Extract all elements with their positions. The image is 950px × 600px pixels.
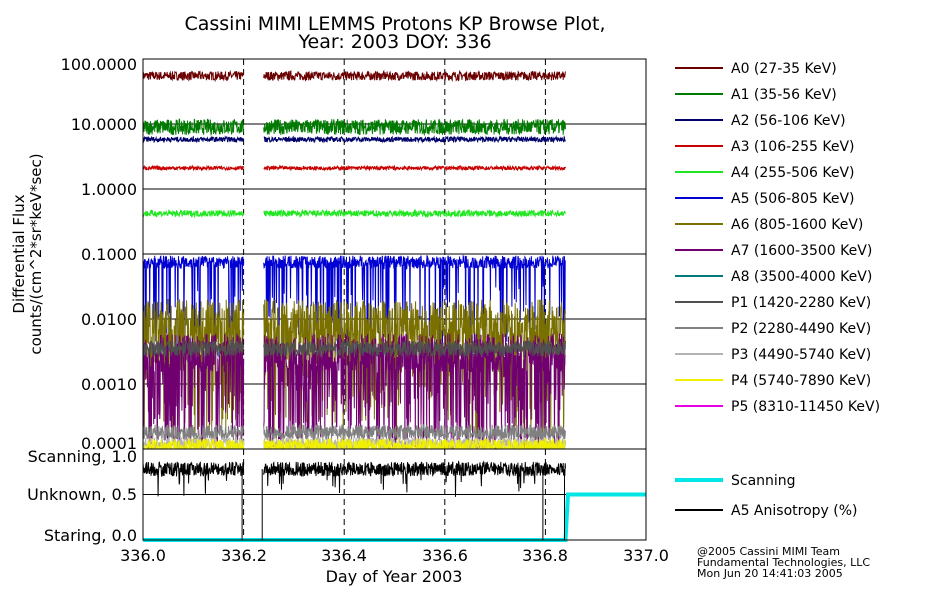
status-panel: Scanning, 1.0 Unknown, 0.5 Staring, 0.0	[27, 447, 647, 545]
legend-label: A7 (1600-3500 KeV)	[731, 243, 872, 259]
flux-y-tick-label: 1.0000	[81, 180, 137, 199]
flux-y-axis-label-line1: Differential Flux	[10, 194, 28, 313]
flux-lines	[142, 69, 566, 451]
flux-y-tick-label: 0.0010	[81, 375, 137, 394]
status-y-tick-label: Scanning, 1.0	[28, 447, 137, 466]
legend: A0 (27-35 KeV) A1 (35-56 KeV) A2 (56-106 K…	[675, 61, 880, 519]
legend-label: P3 (4490-5740 KeV)	[731, 347, 871, 363]
flux-y-tick-label: 10.0000	[71, 115, 137, 134]
x-tick-label: 336.2	[221, 546, 267, 565]
anisotropy-line	[142, 460, 566, 497]
status-y-tick-labels: Scanning, 1.0 Unknown, 0.5 Staring, 0.0	[27, 447, 137, 545]
legend-label: A6 (805-1600 KeV)	[731, 217, 863, 233]
flux-y-tick-label: 0.0100	[81, 310, 137, 329]
flux-y-tick-labels: 100.0000 10.0000 1.0000 0.1000 0.0100 0.…	[61, 55, 137, 453]
chart-title: Cassini MIMI LEMMS Protons KP Browse Plo…	[184, 13, 605, 35]
legend-label: A4 (255-506 KeV)	[731, 165, 854, 181]
x-tick-label: 336.4	[321, 546, 367, 565]
legend-label: P5 (8310-11450 KeV)	[731, 399, 880, 415]
flux-series-line	[142, 423, 566, 441]
legend-label: P1 (1420-2280 KeV)	[731, 295, 871, 311]
x-tick-label: 336.8	[522, 546, 568, 565]
flux-series-line	[142, 69, 566, 83]
flux-series-line	[142, 118, 566, 137]
status-lines	[142, 460, 646, 542]
flux-y-axis-label-line2: counts/(cm^2*sr*keV*sec)	[27, 153, 45, 354]
flux-y-tick-label: 0.1000	[81, 245, 137, 264]
flux-series-line	[142, 134, 566, 144]
legend-label: A5 Anisotropy (%)	[731, 503, 858, 519]
legend-label: A2 (56-106 KeV)	[731, 113, 846, 129]
status-y-tick-label: Staring, 0.0	[44, 526, 137, 545]
x-tick-labels: 336.0 336.2 336.4 336.6 336.8 337.0	[120, 546, 669, 565]
scanning-status-line	[143, 492, 646, 542]
legend-label: A8 (3500-4000 KeV)	[731, 269, 872, 285]
legend-label: A1 (35-56 KeV)	[731, 87, 837, 103]
flux-series-line	[142, 208, 566, 219]
legend-label: A0 (27-35 KeV)	[731, 61, 837, 77]
flux-panel: 100.0000 10.0000 1.0000 0.1000 0.0100 0.…	[10, 55, 647, 453]
footer-timestamp: Mon Jun 20 14:41:03 2005	[697, 567, 843, 580]
legend-label: A5 (506-805 KeV)	[731, 191, 854, 207]
flux-series-line	[142, 254, 566, 367]
legend-label: A3 (106-255 KeV)	[731, 139, 854, 155]
x-tick-label: 337.0	[623, 546, 669, 565]
x-axis-label: Day of Year 2003	[326, 567, 463, 586]
flux-y-tick-label: 0.0001	[81, 434, 137, 453]
x-tick-label: 336.0	[120, 546, 166, 565]
chart-subtitle: Year: 2003 DOY: 336	[297, 31, 491, 53]
legend-label: P2 (2280-4490 KeV)	[731, 321, 871, 337]
flux-series-line	[142, 164, 566, 172]
flux-y-tick-label: 100.0000	[61, 55, 137, 74]
status-y-tick-label: Unknown, 0.5	[27, 485, 137, 504]
x-tick-label: 336.6	[422, 546, 468, 565]
status-panel-frame	[142, 448, 647, 541]
flux-series-line	[142, 298, 566, 444]
legend-label: P4 (5740-7890 KeV)	[731, 373, 871, 389]
flux-series-line	[142, 339, 566, 359]
legend-label: Scanning	[731, 473, 796, 489]
footer-copyright: @2005 Cassini MIMI Team	[697, 545, 840, 558]
footer-company: Fundamental Technologies, LLC	[697, 556, 870, 569]
footer: @2005 Cassini MIMI Team Fundamental Tech…	[697, 545, 870, 580]
